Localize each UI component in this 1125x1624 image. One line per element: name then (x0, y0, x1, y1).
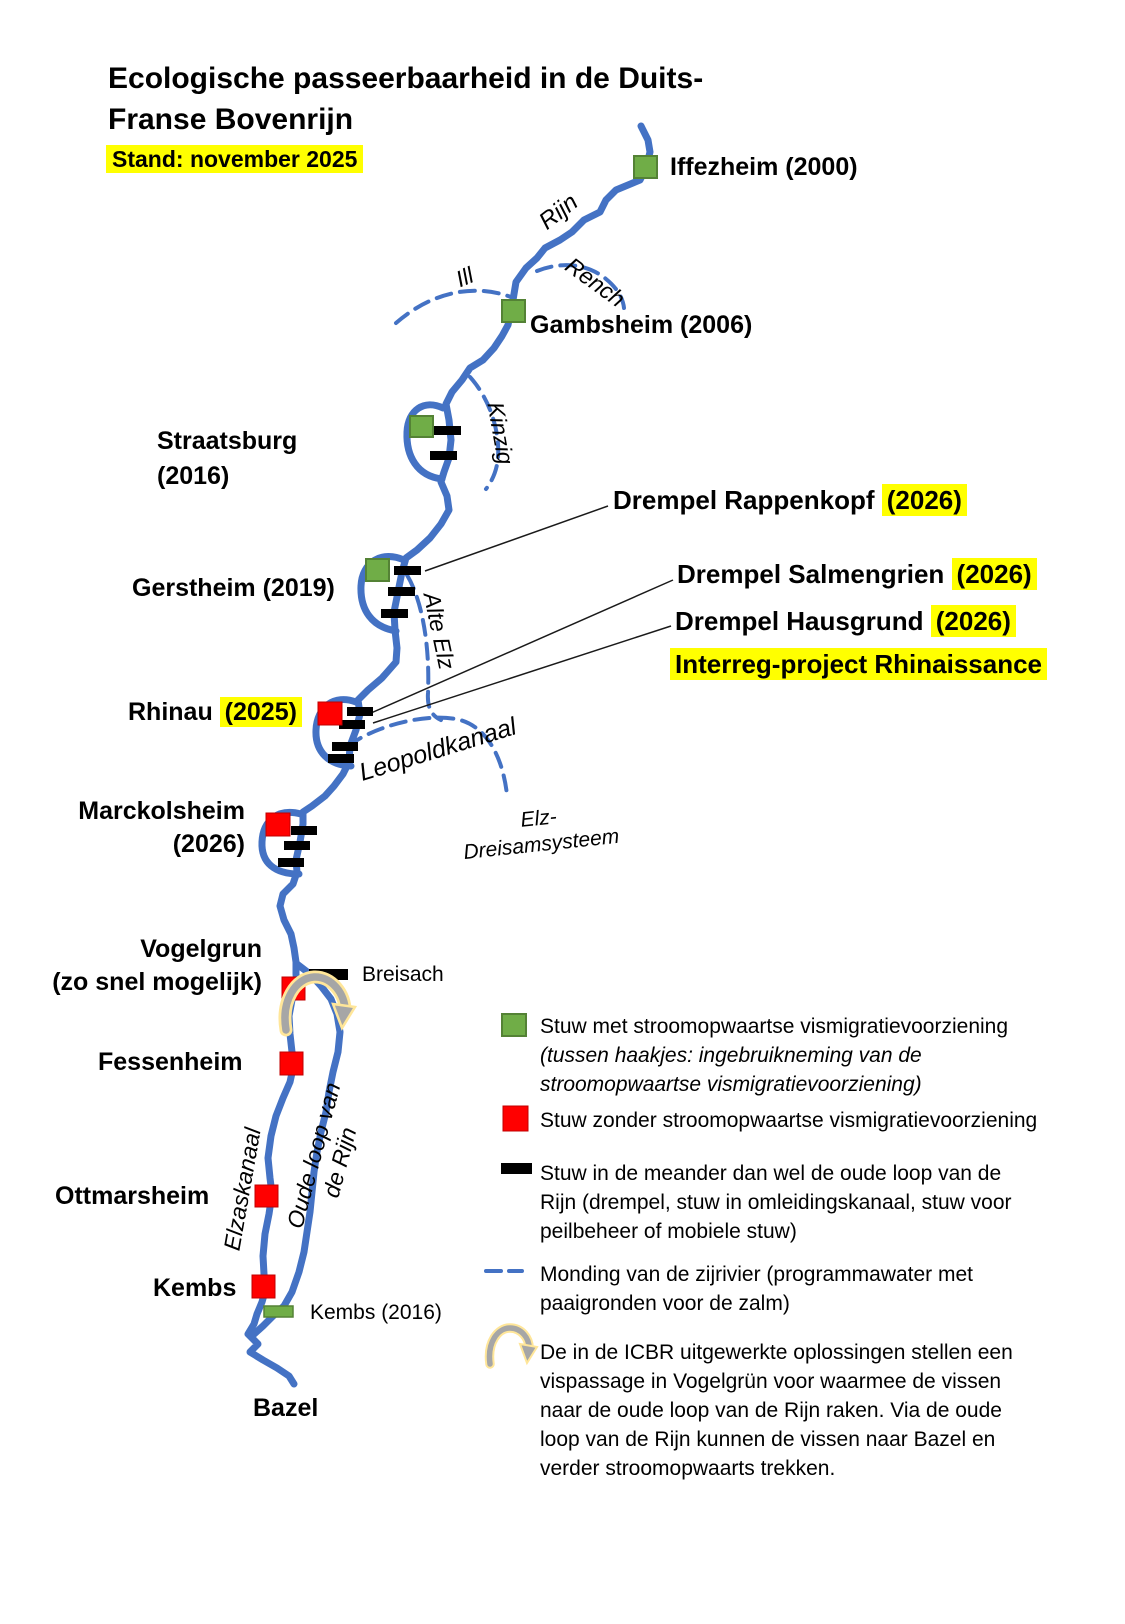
marckolsheim-bar-3 (278, 858, 304, 867)
straatsburg-bar-2 (430, 451, 457, 460)
callout-interreg-rhinaissance: Interreg-project Rhinaissance (670, 648, 1047, 680)
straatsburg-bar-1 (434, 426, 461, 435)
gerstheim-marker (365, 558, 390, 582)
legend-green-weir-icon (501, 1013, 527, 1037)
gambsheim-marker (501, 299, 526, 323)
city-label-bazel: Bazel (253, 1394, 319, 1422)
callout-drempel-hausgrund: Drempel Hausgrund (2026) (675, 605, 1016, 637)
station-label-rhinau: Rhinau (2025) (128, 697, 302, 727)
legend-item-tributary-mouth: Monding van de zijrivier (programmawater… (540, 1263, 973, 1315)
label-breisach: Breisach (362, 963, 444, 986)
legend-item-red-weir: Stuw zonder stroomopwaartse vismigratiev… (540, 1109, 1038, 1132)
salmengrien-leader-line (370, 579, 674, 714)
station-label-straatsburg: Straatsburg (2016) (157, 427, 298, 490)
kinzig-river-path (468, 375, 501, 491)
salmengrien-year-highlight: (2026) (951, 558, 1037, 590)
rhinau-bar-2 (339, 720, 365, 729)
callout-drempel-rappenkopf: Drempel Rappenkopf (2026) (613, 484, 967, 516)
label-kembs-2016: Kembs (2016) (310, 1301, 442, 1324)
map-title-line1: Ecologische passeerbaarheid in de Duits- (108, 62, 704, 95)
ill-river-path (394, 288, 513, 325)
legend-item-green-weir: Stuw met stroomopwaartse vismigratievoor… (540, 1015, 1009, 1096)
legend-item-icbr-solution: De in de ICBR uitgewerkte oplossingen st… (540, 1341, 1013, 1480)
iffezheim-marker (633, 155, 658, 179)
straatsburg-meander-loop (403, 401, 447, 483)
rhinau-marker (317, 701, 343, 726)
rhinau-bar-4 (328, 754, 354, 763)
callout-drempel-salmengrien: Drempel Salmengrien (2026) (677, 558, 1037, 590)
gerstheim-meander-loop (357, 552, 408, 635)
marckolsheim-marker (265, 812, 291, 837)
gerstheim-bar-1 (394, 566, 421, 575)
rench-river-path (535, 263, 626, 310)
gerstheim-bar-3 (381, 609, 408, 618)
station-label-ottmarsheim: Ottmarsheim (55, 1182, 210, 1210)
station-label-kembs: Kembs (153, 1274, 237, 1302)
marckolsheim-bar-1 (291, 826, 317, 835)
station-label-gerstheim: Gerstheim (2019) (132, 574, 335, 602)
station-label-fessenheim: Fessenheim (98, 1048, 243, 1076)
kembs-2016-marker (263, 1305, 294, 1318)
straatsburg-marker (409, 415, 434, 438)
rhinau-bar-3 (332, 742, 358, 751)
rhinau-bar-1 (347, 707, 373, 716)
map-title-line2: Franse Bovenrijn (108, 103, 354, 136)
leopoldkanaal-path (346, 715, 509, 797)
status-date-badge: Stand: november 2025 (106, 145, 364, 174)
rhinaissance-highlight: Interreg-project Rhinaissance (670, 648, 1047, 680)
gerstheim-bar-2 (388, 587, 415, 596)
station-label-iffezheim: Iffezheim (2000) (670, 153, 858, 181)
station-label-gambsheim: Gambsheim (2006) (530, 311, 753, 339)
ottmarsheim-marker (254, 1184, 279, 1208)
legend-black-bar-icon (501, 1163, 532, 1174)
legend-arrow-icon (484, 1323, 539, 1369)
fessenheim-marker (279, 1051, 304, 1076)
hausgrund-leader-line (372, 625, 672, 724)
legend-red-weir-icon (502, 1105, 529, 1132)
kembs-marker (251, 1274, 276, 1299)
marckolsheim-bar-2 (284, 841, 310, 850)
hausgrund-year-highlight: (2026) (930, 605, 1016, 637)
station-label-vogelgrun: Vogelgrun (zo snel mogelijk) (52, 935, 262, 996)
fish-passage-arrow (278, 970, 358, 1037)
rappenkopf-year-highlight: (2026) (881, 484, 967, 516)
rappenkopf-leader-line (424, 505, 609, 572)
alte-elz-river-path (405, 573, 443, 722)
legend-item-meander-weir: Stuw in de meander dan wel de oude loop … (540, 1162, 1012, 1243)
rhinau-year-highlight: (2025) (219, 697, 302, 727)
station-label-marckolsheim: Marckolsheim (2026) (78, 797, 245, 858)
